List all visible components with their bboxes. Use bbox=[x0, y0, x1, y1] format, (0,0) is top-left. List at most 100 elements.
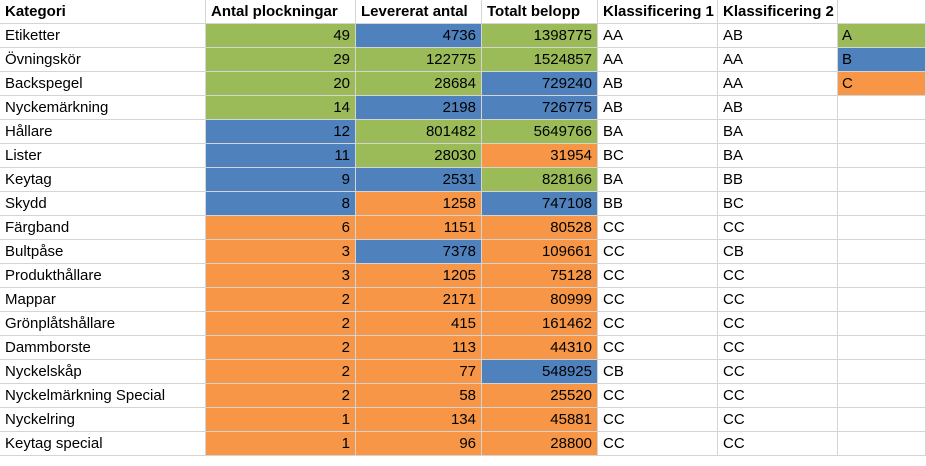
cell-legend[interactable] bbox=[838, 360, 926, 384]
cell-klassificering-1[interactable]: CC bbox=[598, 432, 718, 456]
cell-klassificering-1[interactable]: CC bbox=[598, 312, 718, 336]
cell-antal-plockningar[interactable]: 1 bbox=[206, 432, 356, 456]
cell-levererat-antal[interactable]: 2198 bbox=[356, 96, 482, 120]
cell-klassificering-1[interactable]: AA bbox=[598, 48, 718, 72]
cell-kategori[interactable]: Nyckemärkning bbox=[0, 96, 206, 120]
column-header[interactable]: Antal plockningar bbox=[206, 0, 356, 24]
cell-klassificering-2[interactable]: BA bbox=[718, 144, 838, 168]
cell-klassificering-2[interactable]: AA bbox=[718, 72, 838, 96]
cell-levererat-antal[interactable]: 28684 bbox=[356, 72, 482, 96]
cell-kategori[interactable]: Dammborste bbox=[0, 336, 206, 360]
cell-antal-plockningar[interactable]: 2 bbox=[206, 288, 356, 312]
cell-levererat-antal[interactable]: 801482 bbox=[356, 120, 482, 144]
cell-levererat-antal[interactable]: 2531 bbox=[356, 168, 482, 192]
cell-antal-plockningar[interactable]: 2 bbox=[206, 312, 356, 336]
cell-levererat-antal[interactable]: 77 bbox=[356, 360, 482, 384]
cell-klassificering-1[interactable]: CC bbox=[598, 288, 718, 312]
cell-totalt-belopp[interactable]: 1398775 bbox=[482, 24, 598, 48]
cell-antal-plockningar[interactable]: 3 bbox=[206, 264, 356, 288]
cell-kategori[interactable]: Färgband bbox=[0, 216, 206, 240]
cell-totalt-belopp[interactable]: 726775 bbox=[482, 96, 598, 120]
cell-legend[interactable] bbox=[838, 96, 926, 120]
cell-levererat-antal[interactable]: 134 bbox=[356, 408, 482, 432]
cell-levererat-antal[interactable]: 122775 bbox=[356, 48, 482, 72]
cell-klassificering-1[interactable]: CB bbox=[598, 360, 718, 384]
cell-levererat-antal[interactable]: 113 bbox=[356, 336, 482, 360]
column-header[interactable]: Klassificering 2 bbox=[718, 0, 838, 24]
cell-levererat-antal[interactable]: 96 bbox=[356, 432, 482, 456]
cell-klassificering-2[interactable]: CC bbox=[718, 432, 838, 456]
cell-klassificering-1[interactable]: CC bbox=[598, 216, 718, 240]
cell-klassificering-2[interactable]: AB bbox=[718, 24, 838, 48]
cell-kategori[interactable]: Keytag bbox=[0, 168, 206, 192]
cell-totalt-belopp[interactable]: 80999 bbox=[482, 288, 598, 312]
cell-klassificering-2[interactable]: CC bbox=[718, 312, 838, 336]
cell-levererat-antal[interactable]: 1151 bbox=[356, 216, 482, 240]
cell-klassificering-2[interactable]: CC bbox=[718, 360, 838, 384]
cell-klassificering-2[interactable]: AB bbox=[718, 96, 838, 120]
cell-kategori[interactable]: Nyckelskåp bbox=[0, 360, 206, 384]
cell-kategori[interactable]: Hållare bbox=[0, 120, 206, 144]
cell-antal-plockningar[interactable]: 8 bbox=[206, 192, 356, 216]
cell-antal-plockningar[interactable]: 2 bbox=[206, 336, 356, 360]
cell-totalt-belopp[interactable]: 729240 bbox=[482, 72, 598, 96]
cell-antal-plockningar[interactable]: 3 bbox=[206, 240, 356, 264]
cell-legend[interactable] bbox=[838, 192, 926, 216]
cell-totalt-belopp[interactable]: 25520 bbox=[482, 384, 598, 408]
cell-legend[interactable] bbox=[838, 384, 926, 408]
cell-totalt-belopp[interactable]: 44310 bbox=[482, 336, 598, 360]
cell-levererat-antal[interactable]: 415 bbox=[356, 312, 482, 336]
cell-kategori[interactable]: Mappar bbox=[0, 288, 206, 312]
legend-a[interactable]: A bbox=[838, 24, 926, 48]
cell-legend[interactable] bbox=[838, 216, 926, 240]
cell-klassificering-1[interactable]: AB bbox=[598, 72, 718, 96]
cell-klassificering-1[interactable]: AA bbox=[598, 24, 718, 48]
cell-legend[interactable] bbox=[838, 336, 926, 360]
cell-kategori[interactable]: Lister bbox=[0, 144, 206, 168]
column-header[interactable] bbox=[838, 0, 926, 24]
cell-legend[interactable] bbox=[838, 240, 926, 264]
cell-kategori[interactable]: Bultpåse bbox=[0, 240, 206, 264]
cell-klassificering-2[interactable]: BC bbox=[718, 192, 838, 216]
cell-klassificering-1[interactable]: CC bbox=[598, 336, 718, 360]
cell-klassificering-1[interactable]: BA bbox=[598, 120, 718, 144]
cell-levererat-antal[interactable]: 1205 bbox=[356, 264, 482, 288]
cell-levererat-antal[interactable]: 58 bbox=[356, 384, 482, 408]
cell-kategori[interactable]: Produkthållare bbox=[0, 264, 206, 288]
cell-legend[interactable] bbox=[838, 168, 926, 192]
cell-kategori[interactable]: Grönplåtshållare bbox=[0, 312, 206, 336]
cell-totalt-belopp[interactable]: 1524857 bbox=[482, 48, 598, 72]
cell-klassificering-2[interactable]: CB bbox=[718, 240, 838, 264]
cell-antal-plockningar[interactable]: 49 bbox=[206, 24, 356, 48]
cell-levererat-antal[interactable]: 28030 bbox=[356, 144, 482, 168]
cell-totalt-belopp[interactable]: 548925 bbox=[482, 360, 598, 384]
cell-klassificering-2[interactable]: CC bbox=[718, 264, 838, 288]
cell-kategori[interactable]: Etiketter bbox=[0, 24, 206, 48]
cell-antal-plockningar[interactable]: 6 bbox=[206, 216, 356, 240]
cell-antal-plockningar[interactable]: 29 bbox=[206, 48, 356, 72]
cell-kategori[interactable]: Nyckelmärkning Special bbox=[0, 384, 206, 408]
cell-legend[interactable] bbox=[838, 144, 926, 168]
cell-levererat-antal[interactable]: 7378 bbox=[356, 240, 482, 264]
cell-totalt-belopp[interactable]: 109661 bbox=[482, 240, 598, 264]
cell-legend[interactable] bbox=[838, 288, 926, 312]
cell-antal-plockningar[interactable]: 2 bbox=[206, 384, 356, 408]
cell-klassificering-1[interactable]: BC bbox=[598, 144, 718, 168]
cell-kategori[interactable]: Nyckelring bbox=[0, 408, 206, 432]
cell-totalt-belopp[interactable]: 45881 bbox=[482, 408, 598, 432]
cell-klassificering-2[interactable]: BA bbox=[718, 120, 838, 144]
cell-totalt-belopp[interactable]: 75128 bbox=[482, 264, 598, 288]
cell-legend[interactable] bbox=[838, 432, 926, 456]
column-header[interactable]: Levererat antal bbox=[356, 0, 482, 24]
cell-levererat-antal[interactable]: 2171 bbox=[356, 288, 482, 312]
cell-klassificering-1[interactable]: CC bbox=[598, 408, 718, 432]
cell-antal-plockningar[interactable]: 14 bbox=[206, 96, 356, 120]
cell-antal-plockningar[interactable]: 9 bbox=[206, 168, 356, 192]
legend-c[interactable]: C bbox=[838, 72, 926, 96]
cell-klassificering-1[interactable]: CC bbox=[598, 264, 718, 288]
cell-klassificering-2[interactable]: AA bbox=[718, 48, 838, 72]
cell-totalt-belopp[interactable]: 828166 bbox=[482, 168, 598, 192]
cell-totalt-belopp[interactable]: 80528 bbox=[482, 216, 598, 240]
cell-klassificering-2[interactable]: CC bbox=[718, 408, 838, 432]
